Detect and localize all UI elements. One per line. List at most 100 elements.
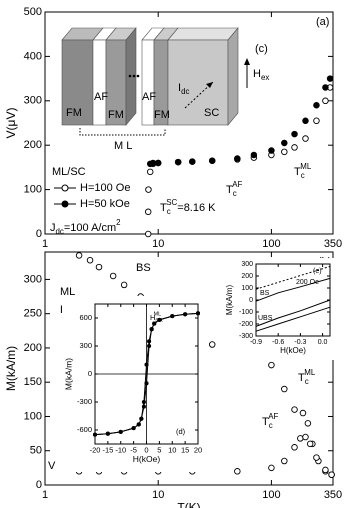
annotation-part: FM — [108, 109, 124, 121]
data-point — [250, 151, 258, 159]
y-tick-label: 200 — [24, 139, 42, 151]
sc-layer — [167, 39, 229, 126]
x-tick-label: 350 — [324, 238, 342, 250]
y-axis-label: M(kA/m) — [4, 346, 18, 391]
x-tick-label: -5 — [130, 446, 137, 455]
data-point — [297, 435, 304, 442]
annotation-part: c — [269, 421, 273, 430]
annotation: TcAF — [262, 412, 279, 430]
annotation: Hex — [253, 68, 269, 82]
data-point — [170, 314, 175, 319]
annotation: Jdc=100 A/cm2 — [50, 218, 121, 236]
data-point — [92, 432, 98, 437]
data-point — [174, 158, 182, 166]
annotation-part: AF — [94, 91, 108, 103]
x-tick-label: -10 — [115, 446, 126, 455]
x-tick-label: 5 — [157, 446, 161, 455]
x-tick-label: -20 — [90, 446, 101, 455]
annotation-part: BS — [260, 290, 270, 297]
data-point — [95, 263, 103, 271]
annotation-part: J — [50, 222, 56, 234]
y-tick-label: 100 — [24, 184, 42, 196]
arrow-head — [206, 82, 213, 88]
annotation-part: (e) — [313, 268, 322, 275]
y-tick-label: 50 — [30, 445, 42, 457]
annotation-part: sat — [155, 318, 163, 324]
x-tick-label: 15 — [181, 446, 189, 455]
data-point — [139, 416, 144, 421]
annotation-part: BS — [136, 262, 151, 274]
annotation: (d) — [176, 427, 186, 436]
annotation-part: dc — [56, 227, 64, 236]
annotation: (a) — [316, 16, 329, 28]
data-point — [195, 311, 201, 316]
fm-layer — [61, 39, 94, 126]
annotation-part: 2 — [116, 218, 120, 227]
data-point — [291, 444, 298, 451]
y-tick-label: -300 — [77, 397, 92, 406]
y-tick-label: -300 — [239, 333, 253, 340]
sc-top — [167, 27, 239, 41]
y-tick-label: 150 — [24, 376, 42, 388]
data-point — [144, 230, 152, 238]
sc-side — [227, 27, 239, 126]
data-point — [268, 147, 275, 154]
data-point — [75, 252, 83, 259]
data-point — [302, 433, 309, 441]
y-tick-label: 0 — [36, 228, 42, 240]
data-point — [86, 256, 94, 264]
annotation: ML — [60, 286, 75, 298]
data-point — [118, 429, 123, 434]
data-point — [154, 159, 162, 167]
x-tick-label: 350 — [324, 489, 342, 501]
dot — [128, 74, 132, 78]
x-tick-label: -15 — [102, 446, 113, 455]
plot-frame — [94, 303, 199, 445]
x-tick-label: 1 — [42, 489, 48, 501]
annotation-part: AF — [142, 91, 156, 103]
legend-label: H=50 kOe — [80, 198, 130, 210]
data-point — [326, 75, 334, 82]
annotation-part: FM — [154, 109, 170, 121]
annotation-part: 200 Oe — [296, 279, 319, 286]
annotation-part: T — [262, 416, 269, 428]
y-tick-label: 300 — [79, 341, 92, 350]
annotation: AF — [94, 91, 108, 103]
x-axis-label: T(K) — [177, 500, 200, 508]
dot — [132, 74, 136, 78]
series-line — [255, 277, 331, 302]
data-point — [322, 97, 329, 105]
x-axis-label: H(kOe) — [280, 346, 306, 355]
annotation: ML/SC — [52, 166, 86, 178]
x-tick-label: 10 — [152, 489, 164, 501]
data-point — [302, 135, 309, 142]
annotation: FM — [154, 109, 170, 121]
annotation-part: I — [178, 82, 181, 94]
data-point — [141, 399, 146, 405]
x-tick-label: -0.3 — [294, 339, 306, 346]
x-tick-label: 100 — [262, 238, 280, 250]
annotation: SC — [204, 107, 219, 119]
annotation-part: AF — [268, 412, 278, 421]
annotation-part: dc — [181, 87, 189, 96]
annotation-part: c — [167, 207, 171, 216]
data-point — [291, 406, 298, 413]
y-axis-label: M(kA/m) — [63, 358, 73, 390]
data-point — [208, 341, 216, 348]
data-point — [120, 281, 128, 289]
x-tick-label: -0.6 — [272, 339, 284, 346]
annotation-part: H — [253, 68, 261, 80]
annotation: BS — [136, 262, 151, 274]
y-tick-label: 100 — [24, 410, 42, 422]
y-tick-label: -100 — [239, 309, 253, 316]
annotation: AF — [142, 91, 156, 103]
data-point — [304, 420, 312, 427]
annotation: Idc — [178, 82, 189, 96]
annotation: BS — [260, 290, 270, 297]
x-tick-label: 0.0 — [318, 339, 328, 346]
data-point — [105, 431, 110, 436]
data-point — [322, 84, 329, 91]
annotation-part: c — [301, 171, 305, 180]
annotation-part: ex — [261, 73, 269, 82]
